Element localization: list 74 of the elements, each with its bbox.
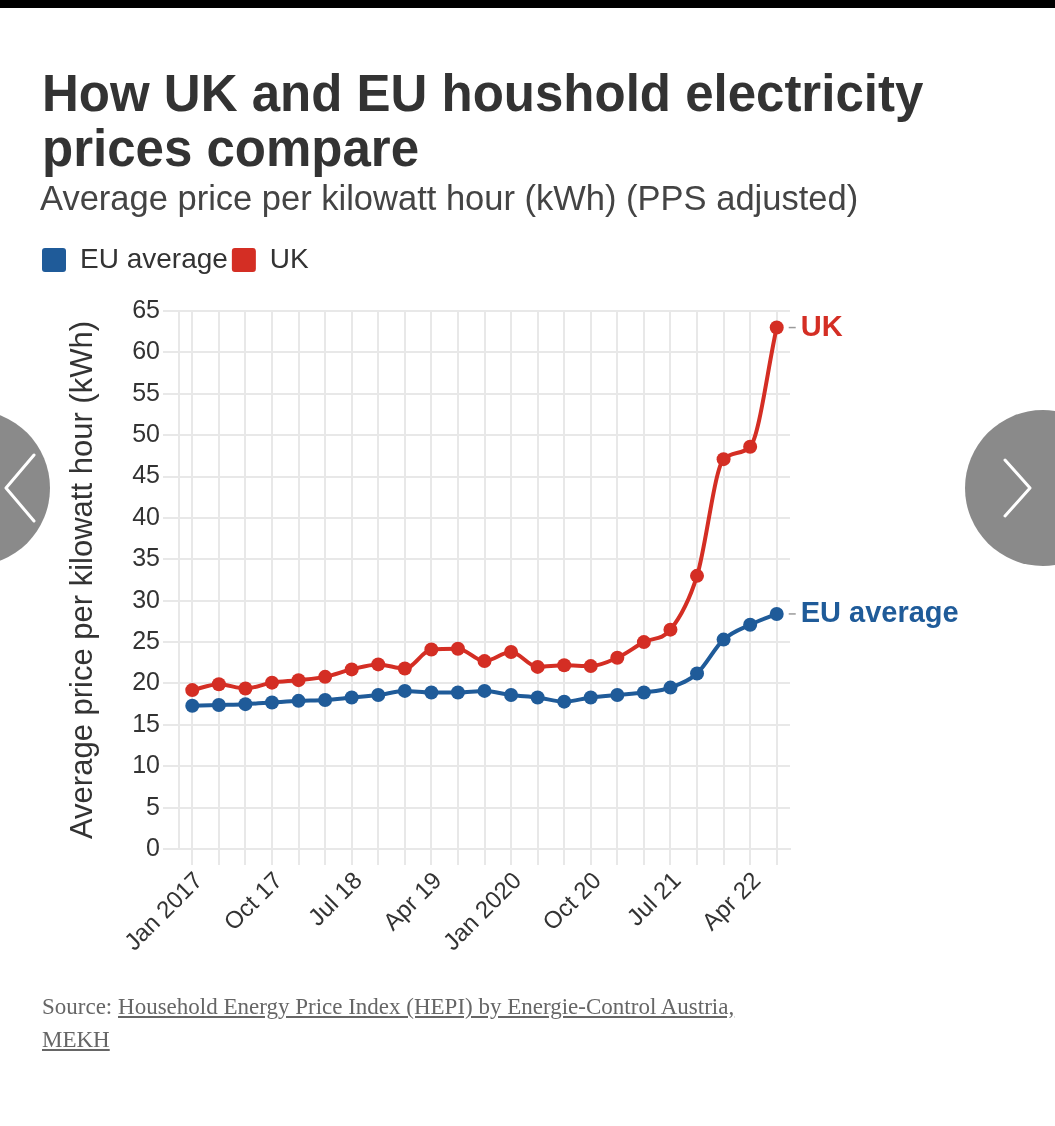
point — [185, 683, 200, 698]
point — [211, 677, 226, 692]
point — [530, 690, 545, 705]
y-tick-label: 25 — [132, 625, 160, 654]
y-axis-title: Average price per kilowatt hour (kWh) — [64, 320, 100, 840]
point — [397, 683, 412, 698]
point — [238, 681, 253, 696]
point — [583, 659, 598, 674]
point — [504, 688, 519, 703]
point — [690, 568, 705, 583]
point — [690, 666, 705, 681]
x-tick-label: Jul 18 — [302, 866, 367, 931]
point — [450, 685, 465, 700]
point — [397, 661, 412, 676]
point — [530, 659, 545, 674]
point — [743, 439, 758, 454]
point — [716, 452, 731, 467]
y-tick-label: 40 — [132, 501, 160, 530]
point — [610, 650, 625, 665]
y-tick-label: 45 — [132, 460, 160, 489]
y-tick-label: 50 — [132, 419, 160, 448]
legend-label: UK — [269, 242, 310, 274]
source-note: Source: Household Energy Price Index (HEPI) by Energie-Control Austria, MEKH — [42, 993, 736, 1054]
point — [769, 320, 784, 335]
point — [583, 690, 598, 705]
y-tick-label: 35 — [132, 543, 160, 572]
point — [663, 622, 678, 637]
text: EU average — [800, 595, 959, 628]
point — [636, 685, 651, 700]
point — [185, 698, 200, 713]
x-tick-label: Oct 20 — [536, 866, 606, 936]
y-tick-label: 10 — [132, 750, 160, 779]
point — [769, 606, 784, 621]
y-tick-label: 15 — [132, 708, 160, 737]
chart-subtitle: Average price per kilowatt hour (kWh) (PPS adjusted) — [40, 179, 859, 218]
y-tick-label: 55 — [132, 377, 160, 406]
point — [291, 693, 306, 708]
point — [636, 635, 651, 650]
point — [743, 617, 758, 632]
point — [318, 669, 333, 684]
point — [371, 657, 386, 672]
point — [716, 632, 731, 647]
y-tick-label: 30 — [132, 584, 160, 613]
y-tick-label: 65 — [132, 294, 160, 323]
point — [663, 680, 678, 695]
y-tick-label: 0 — [146, 832, 160, 861]
point — [477, 683, 492, 698]
x-tick-label: Apr 19 — [377, 866, 447, 936]
point — [211, 697, 226, 712]
point — [264, 695, 279, 710]
point — [318, 693, 333, 708]
point — [238, 697, 253, 712]
x-tick-label: Apr 22 — [696, 866, 766, 936]
point — [557, 694, 572, 709]
point — [344, 690, 359, 705]
point — [344, 662, 359, 677]
point — [424, 685, 439, 700]
point — [264, 675, 279, 690]
x-tick-label: Oct 17 — [218, 866, 288, 936]
legend-label: EU average — [80, 242, 228, 274]
y-tick-label: 20 — [132, 667, 160, 696]
point — [610, 688, 625, 703]
point — [557, 658, 572, 673]
chart-title: How UK and EU houshold electricity prices compare — [42, 65, 925, 177]
point — [504, 645, 519, 660]
point — [477, 654, 492, 669]
x-tick-label: Jul 21 — [621, 866, 686, 931]
y-tick-label: 60 — [132, 336, 160, 365]
point — [371, 688, 386, 703]
point — [291, 673, 306, 688]
y-tick-label: 5 — [146, 791, 160, 820]
point — [450, 641, 465, 656]
text: UK — [800, 309, 843, 342]
point — [424, 642, 439, 657]
